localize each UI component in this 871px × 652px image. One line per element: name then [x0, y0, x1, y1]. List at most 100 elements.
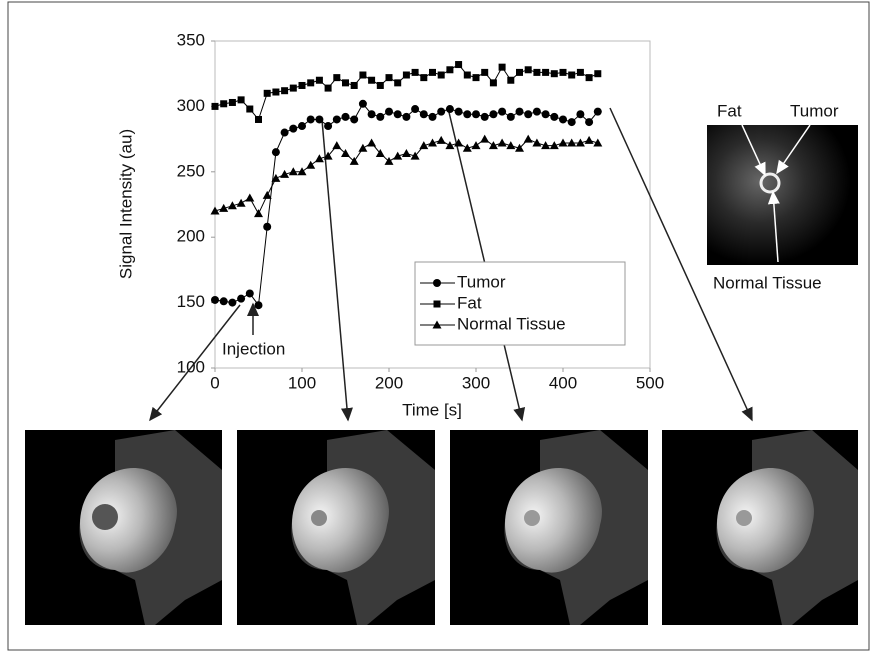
- point: [402, 112, 411, 121]
- point: [559, 115, 567, 124]
- point: [384, 156, 394, 165]
- point: [585, 74, 593, 82]
- point: [411, 105, 420, 114]
- point: [567, 138, 577, 147]
- point: [498, 63, 506, 71]
- point: [210, 206, 220, 215]
- point: [306, 115, 315, 124]
- legend-marker: [432, 320, 442, 329]
- point: [254, 209, 263, 218]
- point: [550, 112, 559, 121]
- point: [289, 84, 297, 92]
- point: [297, 167, 307, 176]
- point: [228, 298, 237, 307]
- y-axis-label: Signal Intensity (au): [116, 129, 135, 279]
- arrow: [321, 119, 353, 422]
- point: [332, 141, 342, 150]
- mri-image: [25, 430, 222, 625]
- point: [524, 66, 532, 74]
- point: [559, 68, 567, 76]
- mri-image: [662, 430, 858, 625]
- point: [454, 138, 464, 147]
- annotation: Tumor: [790, 101, 839, 120]
- point: [350, 115, 359, 124]
- point: [271, 173, 281, 182]
- point: [463, 110, 472, 119]
- point: [594, 70, 602, 78]
- point: [593, 107, 602, 116]
- point: [220, 100, 228, 108]
- point: [401, 148, 411, 157]
- point: [558, 138, 568, 147]
- point: [298, 122, 306, 131]
- point: [489, 110, 498, 119]
- point: [341, 112, 350, 121]
- point: [211, 295, 219, 304]
- point: [289, 124, 298, 133]
- point: [480, 112, 489, 121]
- point: [463, 71, 471, 79]
- point: [262, 190, 272, 199]
- point: [533, 68, 541, 76]
- point: [271, 148, 280, 157]
- point: [436, 135, 446, 144]
- point: [576, 110, 585, 119]
- point: [550, 70, 558, 78]
- point: [428, 112, 437, 121]
- point: [429, 68, 436, 76]
- x-tick-label: 0: [210, 373, 219, 392]
- point: [280, 169, 290, 178]
- point: [272, 88, 280, 96]
- point: [567, 118, 576, 127]
- point: [254, 301, 263, 310]
- annotation: Normal Tissue: [713, 273, 822, 292]
- point: [411, 68, 419, 76]
- point: [419, 141, 429, 150]
- point: [211, 102, 219, 110]
- point: [342, 79, 349, 87]
- inset-arrows: [741, 124, 811, 263]
- point: [507, 76, 515, 84]
- point: [368, 76, 376, 84]
- x-tick-label: 300: [462, 373, 490, 392]
- annotation: Fat: [717, 101, 742, 120]
- point: [323, 151, 333, 160]
- x-tick-label: 100: [288, 373, 316, 392]
- arrow: [767, 190, 780, 263]
- y-tick-label: 350: [177, 30, 205, 49]
- y-tick-label: 150: [177, 292, 205, 311]
- point: [349, 156, 359, 165]
- point: [315, 115, 324, 124]
- legend-label: Tumor: [457, 272, 506, 291]
- point: [281, 87, 289, 95]
- frame: [7, 1, 870, 651]
- point: [393, 151, 403, 160]
- legend-label: Normal Tissue: [457, 314, 566, 333]
- point: [497, 138, 507, 147]
- point: [245, 289, 254, 298]
- point: [376, 112, 385, 121]
- x-tick-label: 200: [375, 373, 403, 392]
- point: [350, 81, 358, 89]
- point: [446, 66, 454, 74]
- point: [480, 134, 490, 143]
- point: [324, 122, 333, 131]
- point: [585, 118, 594, 127]
- point: [532, 107, 541, 116]
- point: [280, 128, 289, 137]
- plot-area: [214, 40, 651, 369]
- point: [367, 110, 376, 119]
- point: [394, 79, 402, 87]
- y-tick-label: 250: [177, 161, 205, 180]
- point: [307, 79, 315, 87]
- point: [393, 110, 402, 119]
- point: [523, 134, 533, 143]
- legend-marker: [433, 300, 441, 308]
- point: [341, 148, 350, 157]
- mri-image: [237, 430, 435, 625]
- point: [219, 203, 229, 212]
- point: [367, 138, 377, 147]
- point: [515, 107, 524, 116]
- point: [263, 89, 271, 97]
- arrow: [776, 124, 811, 175]
